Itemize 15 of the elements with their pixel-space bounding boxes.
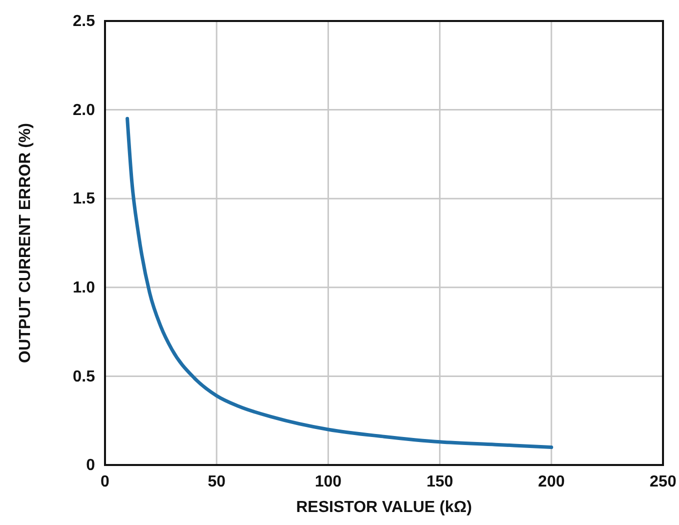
- x-tick-label: 250: [650, 473, 676, 490]
- y-axis-title: OUTPUT CURRENT ERROR (%): [17, 123, 34, 363]
- x-tick-label: 100: [314, 473, 342, 490]
- y-tick-label: 2.0: [72, 102, 96, 119]
- x-axis-title: RESISTOR VALUE (kΩ): [296, 499, 472, 516]
- line-series: [126, 116, 554, 449]
- y-tick-label: 0: [86, 457, 96, 474]
- y-tick-label: 1.0: [72, 280, 96, 297]
- y-tick-label: 0.5: [72, 368, 96, 386]
- x-tick-label: 0: [100, 473, 110, 490]
- x-tick-label: 50: [208, 473, 226, 490]
- y-tick-label: 1.5: [72, 190, 96, 208]
- x-tick-label: 200: [538, 473, 565, 490]
- x-tick-label: 150: [426, 473, 454, 490]
- y-tick-label: 2.5: [72, 13, 96, 30]
